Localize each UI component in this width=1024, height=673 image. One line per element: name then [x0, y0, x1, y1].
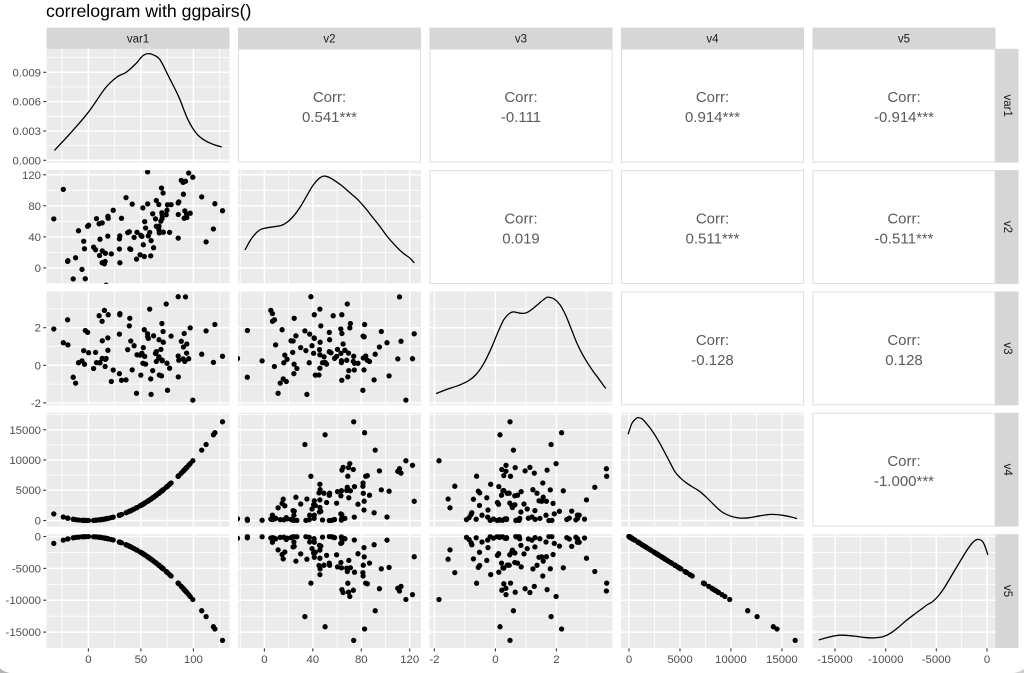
svg-text:-0.914***: -0.914*** — [874, 109, 934, 126]
svg-text:0.009: 0.009 — [12, 67, 41, 79]
svg-text:0.000: 0.000 — [12, 155, 41, 167]
svg-text:-10000: -10000 — [6, 595, 41, 607]
svg-text:40: 40 — [306, 654, 319, 666]
svg-text:0.006: 0.006 — [12, 97, 41, 109]
svg-text:v2: v2 — [1001, 221, 1013, 233]
svg-text:0.511***: 0.511*** — [686, 230, 740, 247]
svg-text:10000: 10000 — [9, 455, 41, 467]
svg-text:Corr:: Corr: — [504, 89, 537, 106]
svg-text:-5000: -5000 — [12, 563, 41, 575]
svg-text:var1: var1 — [127, 34, 149, 46]
svg-text:120: 120 — [22, 170, 41, 182]
svg-text:0.541***: 0.541*** — [302, 109, 357, 126]
svg-text:v4: v4 — [706, 34, 719, 46]
svg-text:Corr:: Corr: — [887, 453, 920, 470]
svg-text:v3: v3 — [1001, 342, 1013, 354]
svg-text:0.019: 0.019 — [502, 230, 540, 247]
svg-text:80: 80 — [28, 201, 41, 213]
svg-text:Corr:: Corr: — [887, 210, 920, 227]
svg-text:100: 100 — [184, 654, 203, 666]
svg-text:0: 0 — [35, 360, 41, 372]
svg-text:-0.128: -0.128 — [691, 352, 734, 369]
svg-text:Corr:: Corr: — [887, 89, 920, 106]
svg-text:var1: var1 — [1001, 95, 1013, 117]
svg-text:-15000: -15000 — [817, 654, 852, 666]
svg-text:80: 80 — [355, 654, 368, 666]
svg-text:0.128: 0.128 — [885, 352, 923, 369]
svg-text:0: 0 — [626, 654, 632, 666]
svg-text:0: 0 — [35, 516, 41, 528]
svg-text:15000: 15000 — [9, 425, 41, 437]
svg-text:v2: v2 — [323, 34, 335, 46]
svg-text:0: 0 — [984, 654, 990, 666]
svg-text:0.914***: 0.914*** — [685, 109, 740, 126]
svg-text:5000: 5000 — [16, 485, 41, 497]
svg-text:-1.000***: -1.000*** — [874, 473, 934, 490]
svg-text:10000: 10000 — [715, 654, 747, 666]
svg-text:Corr:: Corr: — [696, 332, 729, 349]
svg-text:40: 40 — [28, 232, 41, 244]
svg-text:Corr:: Corr: — [696, 210, 729, 227]
svg-text:0: 0 — [492, 654, 498, 666]
svg-text:v5: v5 — [898, 34, 910, 46]
svg-text:-15000: -15000 — [6, 627, 41, 639]
svg-text:2: 2 — [553, 654, 559, 666]
svg-text:120: 120 — [400, 654, 419, 666]
svg-text:v3: v3 — [515, 34, 527, 46]
svg-text:5000: 5000 — [667, 654, 692, 666]
svg-text:0.003: 0.003 — [12, 126, 41, 138]
svg-text:50: 50 — [135, 654, 148, 666]
svg-text:Corr:: Corr: — [504, 210, 537, 227]
svg-text:-5000: -5000 — [922, 654, 951, 666]
svg-text:v4: v4 — [1001, 464, 1013, 477]
svg-text:-0.511***: -0.511*** — [875, 230, 934, 247]
svg-text:-2: -2 — [31, 398, 41, 410]
svg-text:0: 0 — [35, 263, 41, 275]
svg-text:0: 0 — [85, 654, 91, 666]
svg-text:0: 0 — [261, 654, 267, 666]
svg-text:2: 2 — [35, 323, 41, 335]
svg-text:0: 0 — [35, 532, 41, 544]
svg-text:correlogram with ggpairs(): correlogram with ggpairs() — [46, 1, 251, 21]
svg-text:Corr:: Corr: — [887, 332, 920, 349]
svg-text:Corr:: Corr: — [696, 89, 729, 106]
svg-text:15000: 15000 — [766, 654, 798, 666]
svg-text:-10000: -10000 — [868, 654, 903, 666]
svg-text:-0.111: -0.111 — [501, 109, 541, 126]
svg-text:-2: -2 — [429, 654, 439, 666]
svg-text:v5: v5 — [1001, 585, 1013, 597]
svg-text:Corr:: Corr: — [313, 89, 346, 106]
